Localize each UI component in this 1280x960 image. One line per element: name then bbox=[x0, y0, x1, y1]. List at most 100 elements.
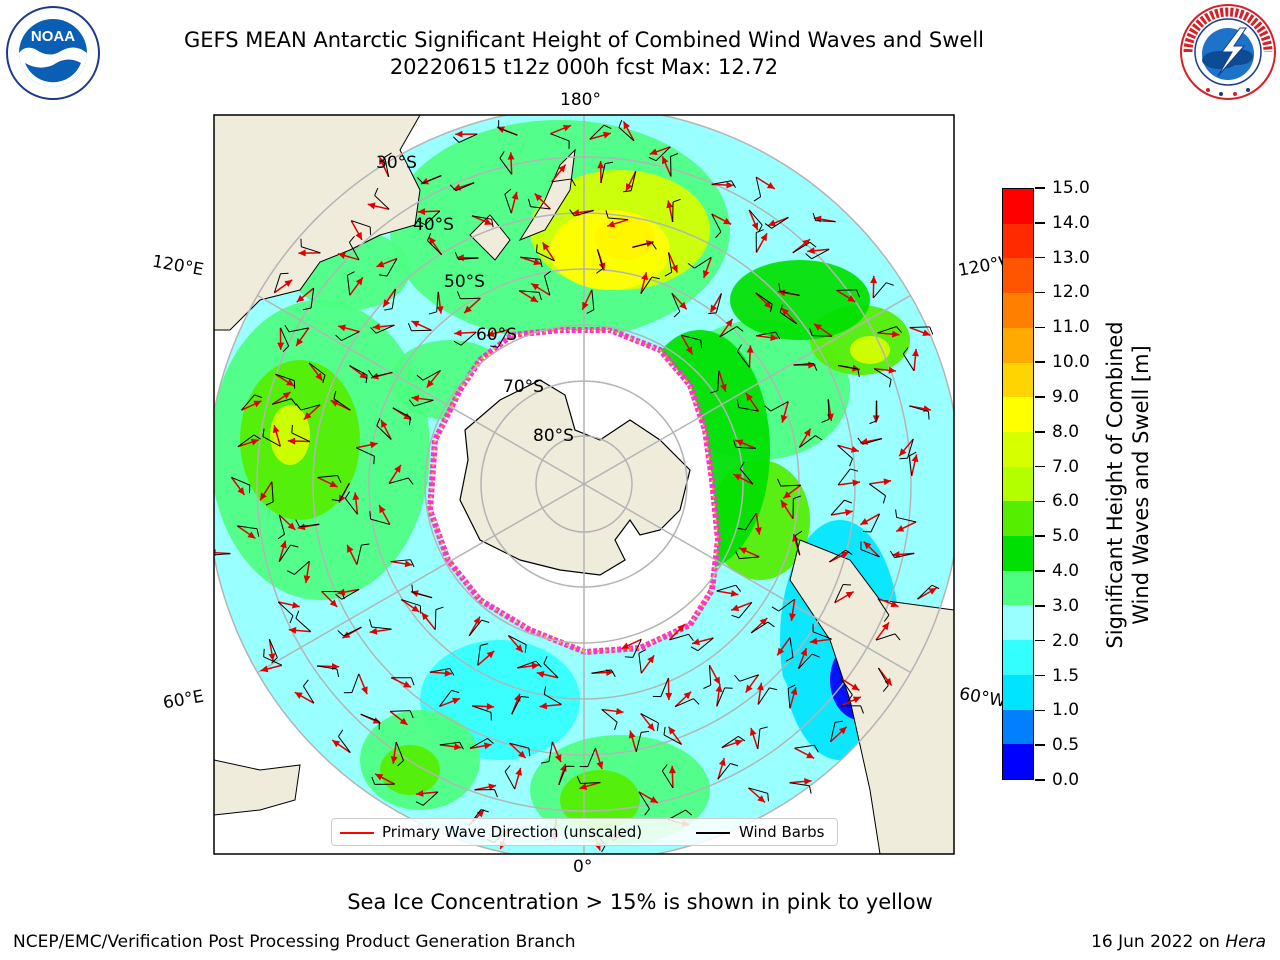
colorbar-title-line1: Significant Height of Combined bbox=[1103, 321, 1127, 649]
wave-arrow-head bbox=[507, 152, 515, 160]
wave-arrow-head bbox=[789, 613, 796, 621]
wind-barb bbox=[681, 334, 701, 341]
wave-arrow-head bbox=[884, 677, 892, 686]
colorbar-tick-label: 8.0 bbox=[1052, 421, 1080, 442]
wind-barb-flag bbox=[256, 528, 260, 537]
wave-arrow-head bbox=[383, 299, 391, 308]
wind-barb-flag bbox=[767, 621, 775, 628]
wind-barb-flag bbox=[651, 242, 657, 250]
nws-logo bbox=[1180, 4, 1276, 100]
wave-arrow-head bbox=[745, 684, 753, 693]
wind-barb bbox=[275, 373, 295, 382]
wave-arrow-head bbox=[486, 330, 495, 337]
colorbar-tick-label: 6.0 bbox=[1052, 491, 1080, 512]
wind-barb-flag bbox=[282, 345, 290, 353]
wind-barb bbox=[544, 275, 551, 296]
wind-barb bbox=[834, 584, 844, 603]
wind-barb bbox=[717, 370, 720, 391]
wave-height-region bbox=[550, 210, 670, 290]
wave-arrow-head bbox=[464, 305, 472, 314]
wind-barb-flag bbox=[491, 219, 494, 228]
wave-arrow-head bbox=[928, 588, 937, 595]
wave-arrow-head bbox=[280, 540, 287, 549]
wind-barb bbox=[273, 273, 281, 293]
wave-arrow-head bbox=[303, 575, 311, 583]
colorbar-tick-label: 9.0 bbox=[1052, 386, 1080, 407]
wind-barb bbox=[268, 639, 278, 658]
wind-barb bbox=[711, 213, 722, 233]
wind-barb-flag bbox=[271, 657, 278, 664]
wind-barb bbox=[739, 556, 760, 560]
wind-barb bbox=[716, 584, 736, 592]
wind-barb bbox=[837, 468, 851, 486]
wind-barb bbox=[262, 436, 281, 447]
wave-arrow-head bbox=[731, 604, 740, 611]
wind-barb bbox=[716, 687, 726, 707]
wave-arrow-head bbox=[399, 717, 408, 725]
wave-arrow-head bbox=[726, 181, 734, 189]
colorbar-segment bbox=[1003, 605, 1033, 641]
wave-arrow-head bbox=[511, 191, 519, 200]
wind-barb bbox=[638, 791, 650, 810]
colorbar-tick bbox=[1035, 431, 1045, 433]
colorbar-tick-label: 10.0 bbox=[1052, 352, 1090, 373]
wave-arrow-head bbox=[770, 334, 778, 342]
wind-barb-flag bbox=[347, 271, 355, 276]
wind-barb-flag bbox=[809, 327, 813, 336]
wind-barb-flag bbox=[769, 304, 773, 313]
wind-barb bbox=[263, 656, 283, 666]
wind-barb bbox=[272, 398, 292, 405]
wave-arrow-head bbox=[379, 505, 386, 514]
wind-barb-flag bbox=[844, 499, 853, 504]
wind-barb bbox=[430, 668, 450, 673]
wind-barb bbox=[838, 364, 858, 370]
wave-arrow-head bbox=[454, 329, 462, 337]
wind-barb-flag bbox=[813, 363, 818, 371]
wind-barb-flag bbox=[603, 124, 612, 130]
wave-arrow-head bbox=[912, 348, 919, 357]
wind-barb-flag bbox=[379, 274, 388, 277]
colorbar-segment bbox=[1003, 466, 1033, 502]
wind-barb bbox=[348, 242, 360, 261]
wind-barb bbox=[439, 690, 452, 707]
wind-barb-flag bbox=[322, 374, 326, 383]
wave-arrow-head bbox=[860, 518, 869, 525]
wind-barb-flag bbox=[661, 764, 668, 772]
wind-barb bbox=[294, 560, 310, 575]
colorbar-tick bbox=[1035, 326, 1045, 329]
wave-height-region bbox=[270, 405, 310, 465]
wave-arrow-head bbox=[376, 260, 385, 268]
wind-barb bbox=[667, 252, 673, 273]
wave-arrow-head bbox=[416, 789, 424, 797]
wave-arrow-head bbox=[337, 588, 346, 596]
wind-barb-flag bbox=[618, 119, 623, 128]
wave-arrow-head bbox=[780, 500, 788, 509]
wind-barb bbox=[530, 206, 551, 210]
wind-barb bbox=[779, 311, 797, 325]
wind-barb-flag bbox=[335, 334, 342, 341]
wind-barb-flag bbox=[528, 748, 531, 757]
wind-barb-flag bbox=[459, 742, 464, 750]
wave-arrow-head bbox=[713, 676, 720, 685]
wave-arrow-head bbox=[530, 295, 539, 303]
wind-barb-flag bbox=[428, 311, 437, 315]
wind-barb-flag bbox=[889, 379, 892, 388]
wave-arrow-head bbox=[338, 324, 346, 332]
wind-barb bbox=[289, 327, 309, 333]
wave-arrow-head bbox=[379, 156, 386, 165]
wind-barb-flag bbox=[769, 687, 778, 691]
wave-arrow-head bbox=[685, 346, 693, 355]
wind-barb bbox=[748, 787, 768, 794]
wind-barb bbox=[829, 549, 846, 563]
wind-barb bbox=[860, 549, 880, 558]
wave-arrow-head bbox=[436, 306, 444, 314]
wave-arrow-head bbox=[911, 454, 919, 463]
wave-arrow-head bbox=[476, 809, 485, 818]
wave-arrow-head bbox=[872, 415, 880, 423]
wave-arrow-head bbox=[287, 437, 296, 445]
wave-arrow-head bbox=[347, 544, 354, 553]
wind-barb-flag bbox=[407, 323, 412, 331]
wind-barb bbox=[836, 289, 857, 291]
wave-arrow-head bbox=[883, 478, 892, 486]
